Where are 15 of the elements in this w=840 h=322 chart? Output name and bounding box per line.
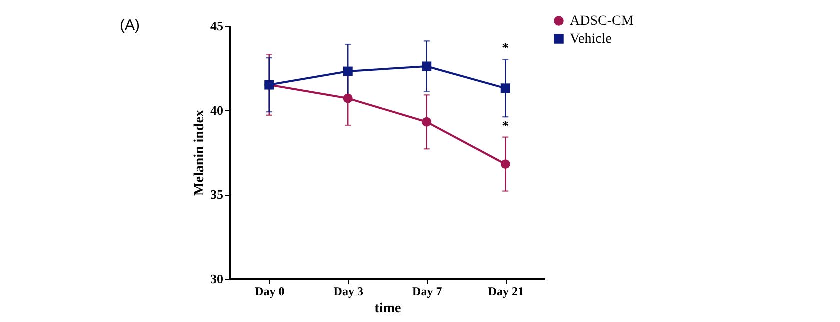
y-axis-title: Melanin index [192,110,208,196]
y-tick-label: 35 [210,187,224,202]
x-tick-label: Day 0 [255,284,285,298]
text: (A) [120,17,140,34]
legend-label: Vehicle [570,32,612,47]
x-tick-label: Day 3 [334,284,364,298]
legend-label: ADSC-CM [570,14,634,29]
annotation: * [502,42,510,57]
y-tick-label: 45 [210,18,224,34]
annotation: * [502,119,510,134]
y-tick-label: 30 [210,272,224,286]
y-tick-label: 40 [210,102,224,118]
x-tick-label: Day 7 [412,284,442,298]
x-tick-label: Day 21 [488,284,524,298]
x-axis-title: time [374,302,402,316]
